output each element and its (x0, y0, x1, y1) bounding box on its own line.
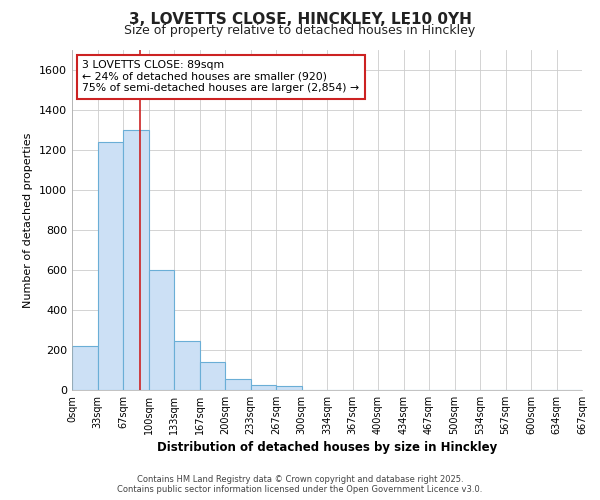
Bar (276, 386, 302, 390)
Bar (97, 142, 123, 390)
Text: Contains HM Land Registry data © Crown copyright and database right 2025.
Contai: Contains HM Land Registry data © Crown c… (118, 474, 482, 494)
Bar (72, 346, 97, 390)
Bar (251, 385, 276, 390)
Y-axis label: Number of detached properties: Number of detached properties (23, 132, 34, 308)
Bar (123, 130, 149, 390)
X-axis label: Distribution of detached houses by size in Hinckley: Distribution of detached houses by size … (157, 441, 497, 454)
Bar (174, 341, 199, 390)
Bar (225, 379, 251, 390)
Text: 3 LOVETTS CLOSE: 89sqm
← 24% of detached houses are smaller (920)
75% of semi-de: 3 LOVETTS CLOSE: 89sqm ← 24% of detached… (82, 60, 359, 94)
Bar (149, 270, 174, 390)
Bar (199, 362, 225, 390)
Text: Size of property relative to detached houses in Hinckley: Size of property relative to detached ho… (124, 24, 476, 37)
Text: 3, LOVETTS CLOSE, HINCKLEY, LE10 0YH: 3, LOVETTS CLOSE, HINCKLEY, LE10 0YH (128, 12, 472, 28)
